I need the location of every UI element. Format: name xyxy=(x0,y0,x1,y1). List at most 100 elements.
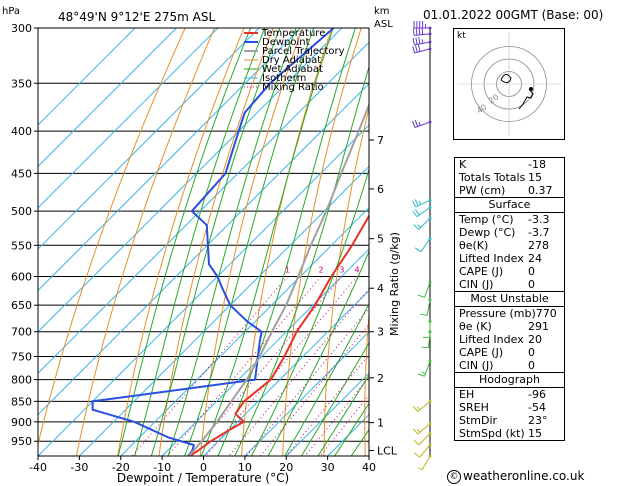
most-unstable-table: Most Unstable Pressure (mb) 770 θe (K) 291 L… xyxy=(454,292,565,373)
hodograph-stat-label: StmSpd (kt) xyxy=(459,427,525,440)
datetime-label: 01.01.2022 00GMT (Base: 00) xyxy=(423,8,604,22)
isotherm-line xyxy=(38,28,260,250)
wind-barb xyxy=(413,432,432,446)
wind-barb-dot xyxy=(428,298,432,302)
height-tick-label: 2 xyxy=(377,372,384,385)
wind-barb-shaft xyxy=(428,331,431,348)
wind-barb-shaft xyxy=(414,41,431,46)
skewt-grid: 1 2 3 4 6 8 10 15 20 25 xyxy=(38,28,629,456)
wind-barb xyxy=(413,216,432,230)
km-unit-label: km xyxy=(374,6,390,17)
hodograph-trace xyxy=(500,74,512,84)
height-tick-label: 5 xyxy=(377,233,384,246)
pressure-tick-label: 900 xyxy=(11,416,32,429)
mixing-ratio-label: 2 xyxy=(319,266,324,275)
wind-barb-dot xyxy=(428,319,432,323)
most-unstable-value: 770 xyxy=(535,307,557,320)
surface-value: -3.7 xyxy=(528,226,550,239)
wind-barbs xyxy=(412,21,432,471)
index-row: K -18 xyxy=(455,158,564,171)
surface-title: Surface xyxy=(455,198,564,213)
hodograph-unit-label: kt xyxy=(457,31,466,41)
wet-adiabat-line xyxy=(317,374,369,456)
wind-barb-shaft xyxy=(415,199,431,208)
surface-row: CIN (J) 0 xyxy=(455,278,564,291)
most-unstable-label: Lifted Index xyxy=(459,333,524,346)
wind-barb-flag xyxy=(421,371,426,375)
surface-value: 278 xyxy=(528,239,549,252)
wet-adiabat-line xyxy=(150,28,281,456)
most-unstable-row: θe (K) 291 xyxy=(455,320,564,333)
wind-barb-flag xyxy=(412,428,419,435)
wind-barb-flag xyxy=(412,405,419,412)
wind-barb xyxy=(420,298,432,316)
most-unstable-label: θe (K) xyxy=(459,320,492,333)
wind-barb-dot xyxy=(428,443,432,447)
wind-barb xyxy=(412,36,432,46)
temperature-tick-label: -30 xyxy=(70,461,88,474)
dry-adiabat-line xyxy=(364,308,369,456)
isotherm-line xyxy=(38,124,369,456)
temperature-tick-label: -10 xyxy=(153,461,171,474)
pressure-tick-label: 300 xyxy=(11,22,32,35)
wind-barb-shaft xyxy=(421,455,431,471)
wind-barb-flag xyxy=(412,37,415,45)
wind-barb-flag xyxy=(418,200,422,205)
storm-motion-marker xyxy=(529,87,533,91)
surface-label: CAPE (J) xyxy=(459,265,504,278)
wind-barb-flag xyxy=(415,37,418,45)
mixing-ratio-line xyxy=(131,276,288,456)
wind-barb-dot xyxy=(428,198,432,202)
wind-barb-flag xyxy=(414,247,422,253)
wind-barb-dot xyxy=(428,399,432,403)
dry-adiabat-line xyxy=(323,106,369,456)
wind-barb-dot xyxy=(428,454,432,458)
wind-barb-shaft xyxy=(417,423,431,435)
hodograph-stat-value: 23° xyxy=(528,414,548,427)
pressure-tick-label: 550 xyxy=(11,239,32,252)
wet-adiabat-line xyxy=(117,28,252,456)
wind-barb-flag xyxy=(417,44,421,52)
surface-label: Dewp (°C) xyxy=(459,226,516,239)
hodograph-stat-label: EH xyxy=(459,388,475,401)
wind-barb xyxy=(412,422,432,435)
index-label: K xyxy=(459,158,467,171)
legend-label: Temperature xyxy=(261,28,325,39)
temperature-line xyxy=(189,213,369,456)
wet-adiabat-line xyxy=(267,249,369,456)
isotherm-line xyxy=(285,372,369,456)
mixing-ratio-line xyxy=(246,307,369,456)
wind-barb xyxy=(421,330,432,349)
pressure-tick-label: 400 xyxy=(11,125,32,138)
wind-barb-flag xyxy=(412,46,416,54)
wind-barb-flag xyxy=(412,200,416,208)
wind-barb-dot xyxy=(428,206,432,210)
dry-adiabat-line xyxy=(117,28,245,456)
wind-barb-flag xyxy=(421,346,429,349)
wind-barb-flag xyxy=(413,439,420,446)
height-tick-label: 1 xyxy=(377,417,384,430)
wind-barb-flag xyxy=(417,224,422,228)
location-label: 48°49'N 9°12'E 275m ASL xyxy=(58,10,215,24)
wind-barb-shaft xyxy=(414,121,431,128)
legend-label: Dewpoint xyxy=(262,37,310,48)
most-unstable-label: CAPE (J) xyxy=(459,346,504,359)
surface-row: Dewp (°C) -3.7 xyxy=(455,226,564,239)
hodograph-stat-value: -54 xyxy=(528,401,546,414)
temperature-tick-label: -20 xyxy=(112,461,130,474)
pressure-tick-label: 800 xyxy=(11,374,32,387)
most-unstable-value: 0 xyxy=(528,346,535,359)
most-unstable-value: 0 xyxy=(528,359,535,372)
wind-barb xyxy=(412,119,432,128)
hodograph-stat-value: -96 xyxy=(528,388,546,401)
index-row: PW (cm) 0.37 xyxy=(455,184,564,197)
pressure-tick-label: 950 xyxy=(11,435,32,448)
index-value: 0.37 xyxy=(528,184,553,197)
pressure-tick-label: 500 xyxy=(11,205,32,218)
isotherm-line xyxy=(38,82,369,416)
wind-barb-flag xyxy=(413,224,420,230)
dry-adiabat-line xyxy=(618,28,629,456)
mixing-ratio-label: 6 xyxy=(377,266,382,275)
isotherm-line xyxy=(38,41,369,374)
wind-barb-flag xyxy=(415,28,418,36)
